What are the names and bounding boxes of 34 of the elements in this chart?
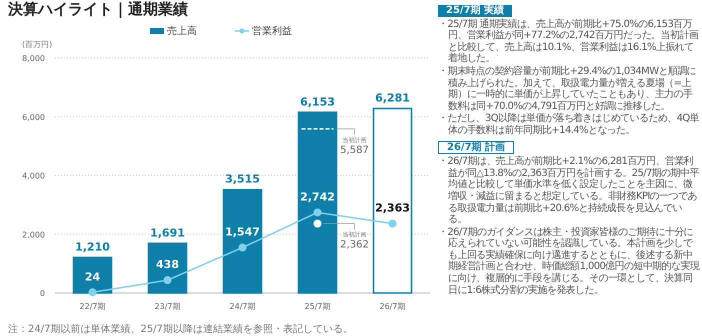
data-label: 6,153 (300, 95, 335, 108)
data-label: 2,362 (340, 240, 369, 251)
text: 26/7期 計画 (438, 140, 514, 154)
ref-line-label: 5,587 (340, 144, 369, 156)
x-tick-label: 25/7期 (304, 302, 330, 311)
data-label: 1,691 (150, 226, 185, 240)
text: ・ただし、3Q以降は単価が落ち着きはじめているため、4Q単体の手数料は前年同期比+14.4%となった。 (438, 113, 700, 137)
data-label: 2,363 (375, 202, 410, 215)
x-tick-label: 26/7期 (380, 302, 406, 311)
y-axis-title: (百万円) (22, 40, 52, 49)
y-tick-label: 4,000 (22, 172, 45, 180)
legend-label: 売上高 (167, 25, 197, 37)
text: ・26/7期のガイダンスは株主・投資家皆様のご期待に十分に応えられていない可能性を認識している。本計画を少しでも上回る実績確保に向け邁進するとともに、後述する新中期経営計画と合わせ、時価総額1,000億円の短中期的な実現に向け、複層的に手段を講じる。その一環として、決算同日に1:6株式分割の実施を発表した。 (438, 226, 700, 296)
text: ・26/7期は、売上高が前期比+2.1%の6,281百万円、営業利益が同△13.8%の2,363百万円を計画する。25/7期の期中平均値と比較して単価水準を低く設定したことを主因に、微増収・減益に留まると想定している。非財務KPIの一つである取扱電力量は前期比+20.6%と持続成長を見込んでいる。 (438, 156, 700, 226)
data-label: 6,281 (375, 91, 410, 104)
data-label: 1,547 (225, 226, 260, 239)
y-tick-label: 2,000 (22, 230, 45, 240)
x-tick-label: 23/7期 (154, 302, 180, 311)
data-label: 438 (156, 258, 179, 272)
text: ・期末時点の契約容量が前期比+29.4%の1,034MWと順調に積み上げられた。加えて、取扱電力量が増える夏場（=上期）に一時的に単価が上昇していたこともあり、主力の手数料は同+70.0%の4,791百万円と好調に推移した。 (438, 66, 698, 112)
chart-title: 決算ハイライト｜通期業績 (8, 0, 188, 19)
y-tick-label: 0 (40, 289, 45, 298)
data-label: 2,742 (300, 190, 335, 204)
legend-label: 営業利益 (252, 25, 292, 37)
data-label: 3,515 (225, 172, 260, 186)
y-tick-label: 6,000 (22, 112, 45, 122)
text: ・25/7期 通期実績は、売上高が前期比+75.0%の6,153百万円、営業利益が同+77.2%の2,742百万円だった。当初計画と比較して、売上高は10.1%、営業利益は16.1%上振れて着地した。 (438, 18, 700, 65)
data-label: 1,210 (75, 240, 110, 254)
text: 25/7期 実績 (438, 5, 512, 17)
text: 注：24/7期以前は単体業績、25/7期以降は連結業績を参照・表記している。 (8, 322, 353, 336)
x-tick-label: 24/7期 (230, 302, 256, 311)
x-tick-label: 22/7期 (80, 302, 106, 311)
data-label: 24 (84, 270, 100, 284)
y-tick-label: 8,000 (22, 54, 45, 63)
